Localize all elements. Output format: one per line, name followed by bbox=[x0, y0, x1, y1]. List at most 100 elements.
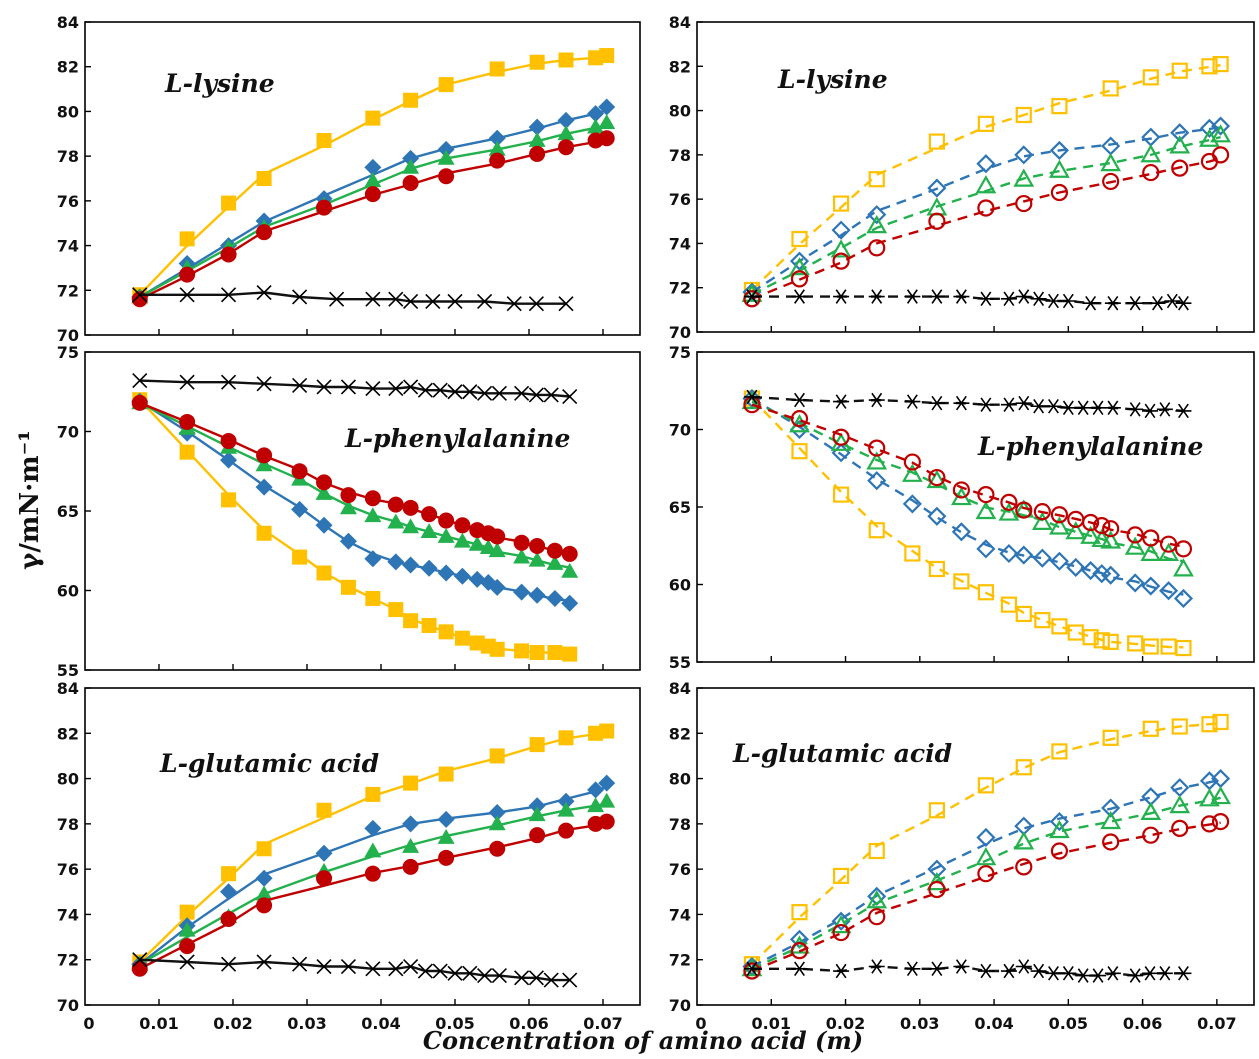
data-point-yellow bbox=[928, 133, 945, 150]
data-point-blue bbox=[951, 522, 971, 542]
data-point-green bbox=[1140, 542, 1162, 561]
data-point-black bbox=[953, 959, 970, 974]
data-point-green bbox=[998, 502, 1020, 521]
data-point-yellow bbox=[514, 643, 530, 659]
data-point-yellow bbox=[558, 52, 574, 68]
data-point-red bbox=[558, 139, 574, 156]
data-point-red bbox=[220, 246, 237, 263]
data-point-red bbox=[977, 199, 995, 217]
data-point-red bbox=[928, 212, 946, 230]
data-point-black bbox=[928, 289, 945, 304]
data-point-blue bbox=[587, 105, 605, 123]
series-red bbox=[743, 812, 1230, 980]
plot-frame bbox=[696, 687, 1255, 1006]
series-green bbox=[741, 785, 1231, 977]
data-point-red bbox=[364, 865, 381, 882]
chart-panel-bottom-right: 70 72 74 76 78 80 82 84 0 0.01 0.02 0.03 0.04 0.05 0.0… bbox=[669, 679, 1255, 1033]
data-point-blue bbox=[1014, 545, 1034, 565]
series-red bbox=[131, 394, 578, 562]
data-point-red bbox=[598, 813, 615, 830]
data-point-blue bbox=[1032, 548, 1052, 568]
data-point-red bbox=[291, 463, 308, 480]
data-point-red bbox=[179, 938, 196, 955]
data-point-black bbox=[1149, 295, 1166, 311]
data-point-yellow bbox=[791, 904, 808, 921]
y-tick-label: 60 bbox=[669, 576, 691, 595]
data-point-black bbox=[179, 287, 195, 303]
data-point-green bbox=[437, 527, 455, 543]
fit-line-red bbox=[751, 403, 1184, 548]
data-point-blue bbox=[453, 567, 471, 585]
data-point-yellow bbox=[791, 443, 808, 460]
data-point-blue bbox=[831, 911, 851, 931]
y-tick-label: 60 bbox=[57, 582, 79, 601]
data-point-red bbox=[529, 537, 546, 554]
data-point-black bbox=[256, 954, 272, 970]
data-point-blue bbox=[437, 564, 455, 582]
data-point-black bbox=[403, 958, 419, 975]
data-point-red bbox=[868, 439, 886, 457]
y-tick-label: 72 bbox=[57, 281, 79, 300]
data-point-blue bbox=[976, 827, 996, 847]
data-point-red bbox=[832, 252, 850, 270]
data-point-black bbox=[132, 373, 148, 389]
data-point-yellow bbox=[365, 110, 381, 126]
data-point-blue bbox=[402, 556, 420, 574]
data-point-yellow bbox=[403, 92, 419, 108]
fit-line-green bbox=[139, 401, 570, 569]
series-black bbox=[132, 952, 578, 988]
data-point-yellow bbox=[316, 565, 332, 581]
data-point-red bbox=[561, 545, 578, 562]
data-point-red bbox=[529, 827, 546, 844]
data-point-black bbox=[447, 293, 463, 310]
data-point-green bbox=[315, 485, 333, 500]
data-point-red bbox=[316, 474, 333, 491]
data-point-red bbox=[454, 517, 471, 534]
fit-line-black bbox=[752, 965, 1184, 977]
data-point-red bbox=[438, 849, 455, 866]
data-point-green bbox=[1091, 528, 1113, 548]
data-point-black bbox=[365, 961, 381, 977]
data-point-yellow bbox=[256, 171, 272, 186]
y-axis-title: γ/mN·m⁻¹ bbox=[15, 430, 45, 570]
data-point-red bbox=[131, 394, 148, 411]
data-point-blue bbox=[339, 532, 357, 550]
series-yellow bbox=[743, 55, 1229, 299]
data-point-yellow bbox=[1175, 639, 1192, 657]
data-point-yellow bbox=[489, 641, 505, 657]
data-point-black bbox=[928, 395, 945, 411]
data-point-black bbox=[506, 296, 522, 312]
data-point-red bbox=[402, 174, 419, 191]
data-point-yellow bbox=[1171, 718, 1188, 735]
data-point-yellow bbox=[928, 560, 945, 578]
data-point-black bbox=[1045, 398, 1062, 414]
data-point-black bbox=[833, 289, 850, 304]
data-point-red bbox=[402, 858, 419, 875]
data-point-green bbox=[926, 469, 948, 489]
data-point-red bbox=[1000, 493, 1018, 511]
data-point-red bbox=[903, 453, 921, 471]
data-point-yellow bbox=[1015, 106, 1032, 124]
data-point-green bbox=[1199, 788, 1220, 807]
data-point-red bbox=[489, 152, 506, 169]
data-point-green bbox=[479, 539, 497, 554]
data-point-green bbox=[1049, 159, 1070, 178]
data-point-yellow bbox=[558, 730, 574, 746]
x-tick-label: 0.05 bbox=[1049, 1014, 1088, 1033]
data-point-black bbox=[791, 289, 808, 304]
data-point-black bbox=[1015, 959, 1032, 974]
data-point-red bbox=[1082, 513, 1100, 532]
data-point-blue bbox=[488, 578, 506, 596]
y-tick-label: 70 bbox=[57, 423, 79, 442]
data-point-black bbox=[491, 967, 507, 984]
data-point-green bbox=[598, 114, 616, 129]
data-point-green bbox=[402, 518, 420, 534]
data-point-yellow bbox=[489, 61, 505, 77]
data-point-red bbox=[364, 490, 381, 507]
data-point-yellow bbox=[388, 602, 404, 618]
data-point-black bbox=[743, 389, 760, 405]
data-point-yellow bbox=[179, 231, 195, 247]
data-point-blue bbox=[1173, 588, 1194, 609]
data-point-yellow bbox=[454, 630, 470, 646]
data-point-red bbox=[1142, 826, 1160, 844]
